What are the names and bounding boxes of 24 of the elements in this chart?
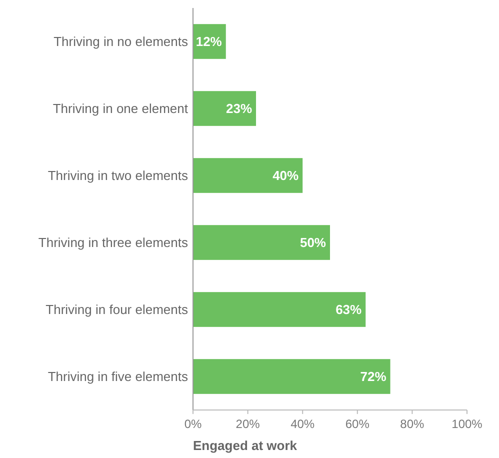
bar xyxy=(193,158,303,193)
data-label: 23% xyxy=(226,101,252,116)
x-tick-label: 40% xyxy=(290,417,315,431)
y-tick-label: Thriving in four elements xyxy=(46,302,188,318)
y-tick-label: Thriving in five elements xyxy=(48,369,188,384)
data-label: 50% xyxy=(300,235,326,250)
bar xyxy=(193,225,330,260)
x-tick-label: 80% xyxy=(400,417,425,431)
y-tick-label: Thriving in no elements xyxy=(54,34,188,50)
x-tick-label: 0% xyxy=(184,417,202,431)
x-axis-title: Engaged at work xyxy=(193,438,298,453)
data-label: 63% xyxy=(336,302,362,318)
y-tick-label: Thriving in one element xyxy=(52,101,188,116)
x-tick-label: 60% xyxy=(345,417,370,431)
y-tick-label: Thriving in three elements xyxy=(38,235,188,250)
x-tick-label: 20% xyxy=(236,417,260,431)
data-label: 40% xyxy=(272,168,300,184)
data-label: 12% xyxy=(196,34,222,50)
bar xyxy=(193,91,256,126)
data-label: 72% xyxy=(360,369,387,384)
bar xyxy=(193,292,366,327)
x-tick-label: 100% xyxy=(452,417,483,431)
bar xyxy=(193,359,390,394)
y-tick-label: Thriving in two elements xyxy=(48,168,188,184)
